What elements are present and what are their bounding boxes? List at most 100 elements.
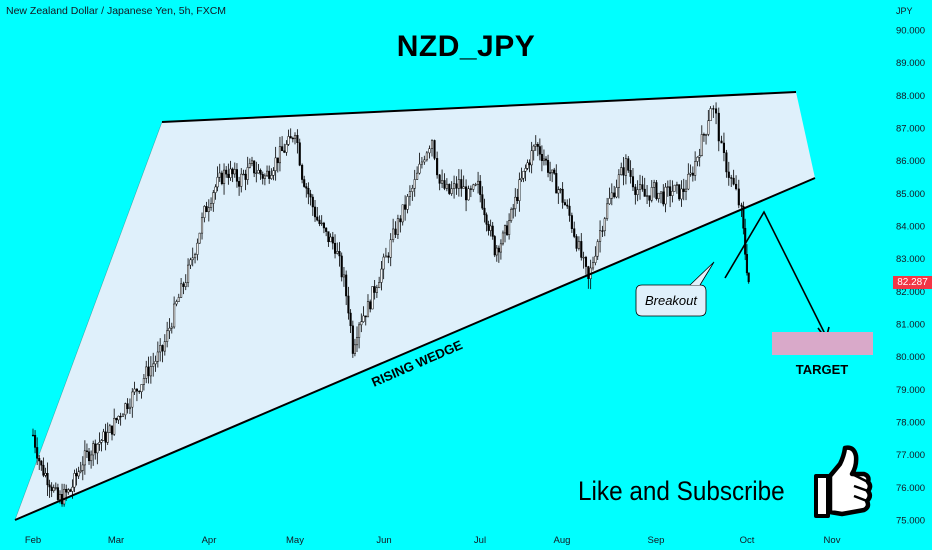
candle-body xyxy=(170,326,173,329)
candle-body xyxy=(203,206,206,218)
candle-body xyxy=(524,168,527,172)
candle-body xyxy=(200,217,204,234)
candle-body xyxy=(293,134,297,139)
candle-body xyxy=(631,176,635,188)
candle-body xyxy=(301,164,304,180)
candle-body xyxy=(198,232,201,244)
y-tick-label: 90.000 xyxy=(896,26,925,37)
thumb-fingers xyxy=(851,472,869,503)
y-tick-label: 83.000 xyxy=(896,254,925,265)
candle-body xyxy=(675,184,678,186)
candle-body xyxy=(54,487,57,489)
candle-body xyxy=(530,150,533,166)
y-axis-unit: JPY xyxy=(896,6,913,16)
breakout-label: Breakout xyxy=(645,293,698,308)
candle-body xyxy=(702,134,705,136)
candle-body xyxy=(259,169,262,175)
candle-body xyxy=(369,301,372,310)
candle-body xyxy=(518,179,521,201)
candle-body xyxy=(624,158,627,176)
candle-body xyxy=(479,180,482,195)
callout-box xyxy=(635,284,707,317)
candle-body xyxy=(92,443,95,456)
candle-body xyxy=(666,186,669,188)
candle-body xyxy=(380,268,383,283)
candle-body xyxy=(266,170,269,177)
candle-body xyxy=(493,236,496,256)
candle-body xyxy=(113,417,116,435)
x-tick-label: Oct xyxy=(740,535,755,546)
candle-body xyxy=(599,230,602,242)
candle-body xyxy=(100,440,103,443)
candle-body xyxy=(233,169,236,175)
candle-body xyxy=(520,177,523,181)
candle-body xyxy=(510,209,513,221)
candle-body xyxy=(603,218,606,232)
candle-body xyxy=(653,182,656,188)
candle-body xyxy=(287,136,290,145)
candle-body xyxy=(696,156,699,162)
candle-body xyxy=(655,182,658,199)
candle-body xyxy=(218,172,221,178)
candle-body xyxy=(497,247,500,253)
candle-body xyxy=(79,470,82,473)
candle-body xyxy=(481,194,484,209)
candles xyxy=(31,102,750,507)
candle-body xyxy=(159,345,162,353)
candle-body xyxy=(487,224,490,231)
chart-title: NZD_JPY xyxy=(396,30,536,63)
candle-body xyxy=(687,173,690,190)
candle-body xyxy=(615,187,618,198)
candle-body xyxy=(745,254,748,274)
candle-body xyxy=(362,315,365,322)
candle-body xyxy=(566,204,569,207)
candle-body xyxy=(270,175,273,179)
candle-body xyxy=(691,172,694,176)
candle-body xyxy=(584,256,588,267)
candle-body xyxy=(184,282,187,287)
target-box xyxy=(772,332,873,355)
y-tick-label: 79.000 xyxy=(896,385,925,396)
candle-body xyxy=(38,458,41,462)
candle-body xyxy=(67,489,70,493)
candle-body xyxy=(573,228,576,237)
candle-body xyxy=(285,144,288,153)
candle-body xyxy=(238,181,241,187)
candle-body xyxy=(457,179,460,189)
candle-body xyxy=(210,203,213,208)
candle-body xyxy=(438,174,441,184)
candle-body xyxy=(512,208,515,210)
y-tick-label: 76.000 xyxy=(896,483,925,494)
candle-body xyxy=(283,150,286,153)
candle-body xyxy=(709,108,712,122)
candle-body xyxy=(106,432,109,443)
candle-body xyxy=(322,222,325,229)
lower-trendline xyxy=(14,177,816,521)
candle-body xyxy=(469,188,472,190)
candle-body xyxy=(577,241,580,249)
thumb-cuff xyxy=(814,474,830,518)
candle-body xyxy=(307,187,310,195)
candle-body xyxy=(742,206,745,229)
candle-body xyxy=(717,112,720,142)
candle-body xyxy=(448,183,451,194)
candle-body xyxy=(175,301,178,305)
candle-body xyxy=(73,473,76,488)
candle-body xyxy=(281,146,284,152)
candle-body xyxy=(189,259,192,266)
candle-body xyxy=(441,180,444,184)
candle-body xyxy=(740,204,743,207)
candle-body xyxy=(212,192,215,204)
candle-body xyxy=(617,174,620,188)
candle-body xyxy=(152,363,155,367)
candle-body xyxy=(425,152,428,161)
candle-body xyxy=(689,172,692,175)
candle-body xyxy=(467,188,470,201)
candle-body xyxy=(48,484,51,488)
x-tick-label: Jun xyxy=(376,535,391,546)
candle-body xyxy=(250,160,254,164)
candle-body xyxy=(727,171,730,178)
y-tick-label: 80.000 xyxy=(896,352,925,363)
candle-body xyxy=(430,140,434,149)
candle-body xyxy=(641,184,644,190)
